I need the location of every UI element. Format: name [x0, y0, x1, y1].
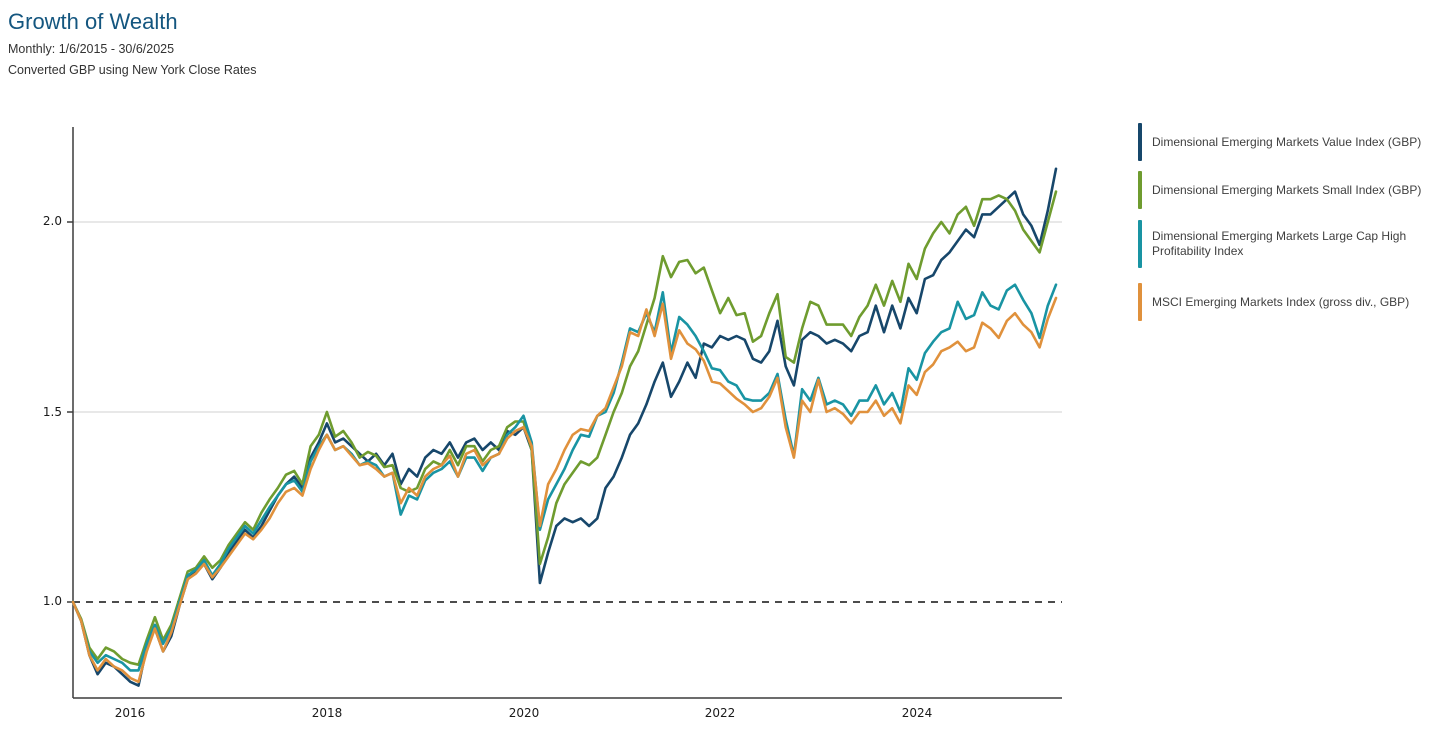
legend-swatch-dim-em-small [1138, 171, 1142, 209]
chart-subtitle-currency: Converted GBP using New York Close Rates [8, 63, 257, 77]
legend-label-msci-em: MSCI Emerging Markets Index (gross div.,… [1152, 294, 1410, 309]
series-line-dim-em-value [71, 167, 1058, 687]
x-axis-tick-label-2016: 2016 [114, 706, 146, 720]
legend-label-dim-em-small: Dimensional Emerging Markets Small Index… [1152, 182, 1422, 197]
legend-item-dim-em-large-hp: Dimensional Emerging Markets Large Cap H… [1138, 220, 1440, 268]
y-axis-tick-label-1.0: 1.0 [42, 594, 62, 608]
y-axis-tick-label-2.0: 2.0 [42, 214, 62, 228]
legend-swatch-dim-em-large-hp [1138, 220, 1142, 268]
legend-swatch-msci-em [1138, 283, 1142, 321]
x-axis-tick-label-2020: 2020 [508, 706, 540, 720]
series-line-msci-em [71, 296, 1058, 684]
chart-subtitle-period: Monthly: 1/6/2015 - 30/6/2025 [8, 42, 175, 56]
x-axis-tick-label-2018: 2018 [311, 706, 343, 720]
legend-label-dim-em-value: Dimensional Emerging Markets Value Index… [1152, 134, 1422, 149]
x-axis-tick-label-2022: 2022 [704, 706, 736, 720]
y-axis-tick-label-1.5: 1.5 [42, 405, 62, 419]
series-line-dim-em-small [71, 190, 1058, 667]
legend-item-dim-em-value: Dimensional Emerging Markets Value Index… [1138, 123, 1440, 161]
series-line-dim-em-large-hp [71, 283, 1058, 672]
legend-item-msci-em: MSCI Emerging Markets Index (gross div.,… [1138, 283, 1440, 321]
page-title: Growth of Wealth [8, 9, 178, 34]
legend-label-dim-em-large-hp: Dimensional Emerging Markets Large Cap H… [1152, 229, 1407, 258]
chart-legend: Dimensional Emerging Markets Value Index… [1138, 123, 1440, 321]
x-axis-tick-label-2024: 2024 [901, 706, 933, 720]
legend-item-dim-em-small: Dimensional Emerging Markets Small Index… [1138, 171, 1440, 209]
legend-swatch-dim-em-value [1138, 123, 1142, 161]
